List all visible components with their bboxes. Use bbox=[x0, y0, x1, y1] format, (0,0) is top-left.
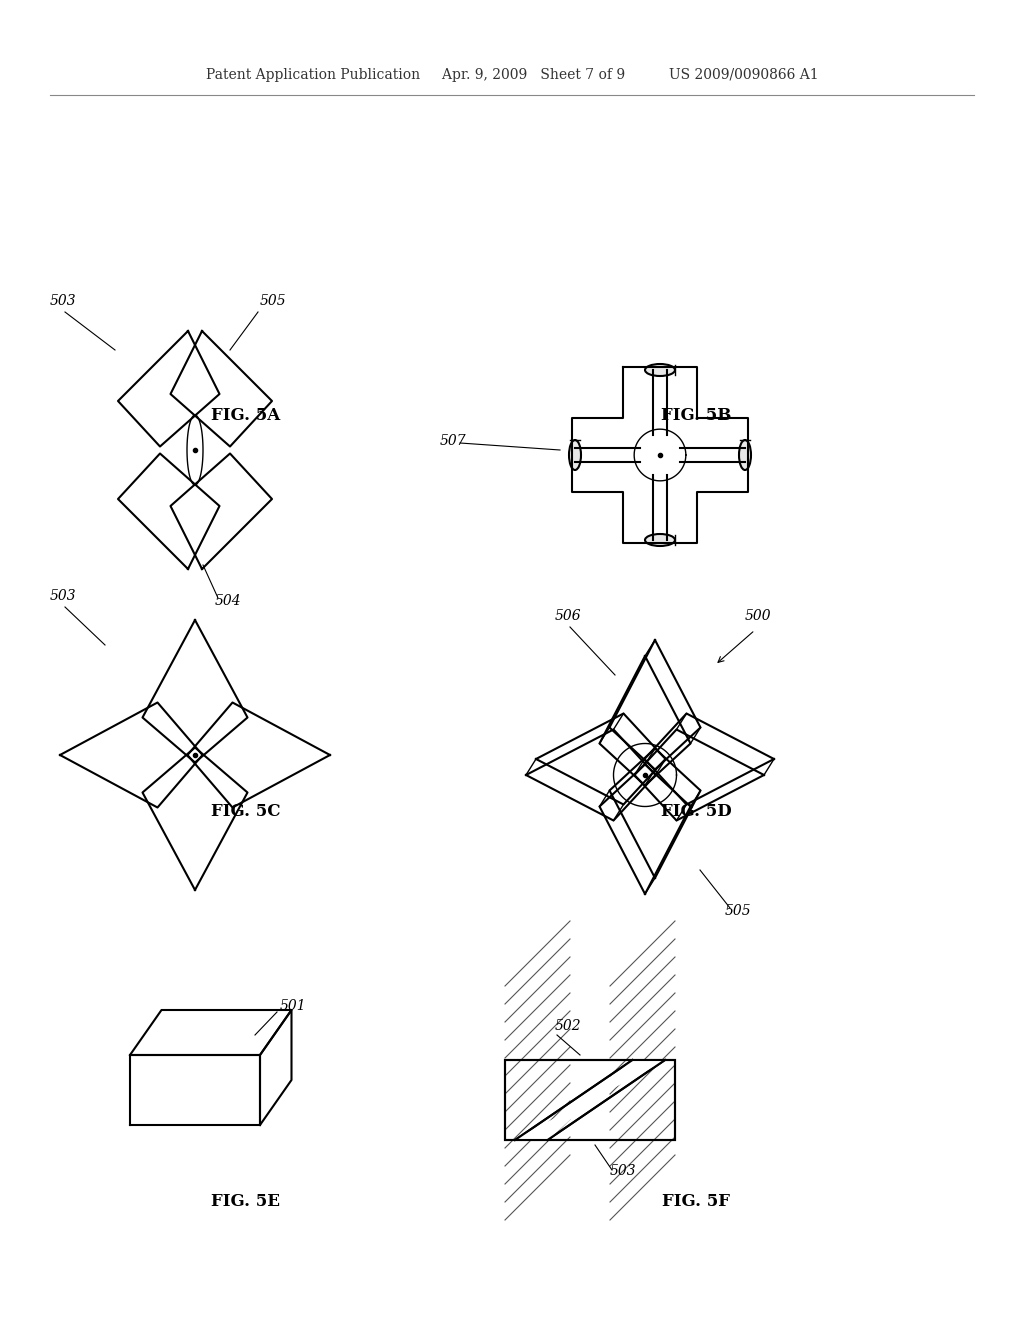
Text: 501: 501 bbox=[280, 999, 306, 1012]
Ellipse shape bbox=[645, 535, 675, 546]
Text: 503: 503 bbox=[610, 1164, 637, 1177]
Text: 503: 503 bbox=[50, 589, 77, 603]
Text: FIG. 5B: FIG. 5B bbox=[662, 408, 731, 424]
Text: 502: 502 bbox=[555, 1019, 582, 1034]
Text: FIG. 5E: FIG. 5E bbox=[211, 1193, 281, 1209]
Text: 505: 505 bbox=[260, 294, 287, 308]
Bar bbox=[505, 1060, 675, 1140]
Ellipse shape bbox=[645, 364, 675, 376]
Text: 507: 507 bbox=[440, 434, 467, 447]
Text: 505: 505 bbox=[725, 904, 752, 917]
Text: 504: 504 bbox=[215, 594, 242, 609]
Ellipse shape bbox=[739, 440, 751, 470]
Text: FIG. 5F: FIG. 5F bbox=[663, 1193, 730, 1209]
Text: 506: 506 bbox=[555, 609, 582, 623]
Text: FIG. 5D: FIG. 5D bbox=[660, 804, 732, 820]
Text: FIG. 5A: FIG. 5A bbox=[211, 408, 281, 424]
Text: 503: 503 bbox=[50, 294, 77, 308]
Text: Patent Application Publication     Apr. 9, 2009   Sheet 7 of 9          US 2009/: Patent Application Publication Apr. 9, 2… bbox=[206, 69, 818, 82]
Text: FIG. 5C: FIG. 5C bbox=[211, 804, 281, 820]
Ellipse shape bbox=[569, 440, 581, 470]
Bar bbox=[505, 1060, 675, 1140]
Polygon shape bbox=[515, 1060, 665, 1140]
Text: 500: 500 bbox=[745, 609, 772, 623]
